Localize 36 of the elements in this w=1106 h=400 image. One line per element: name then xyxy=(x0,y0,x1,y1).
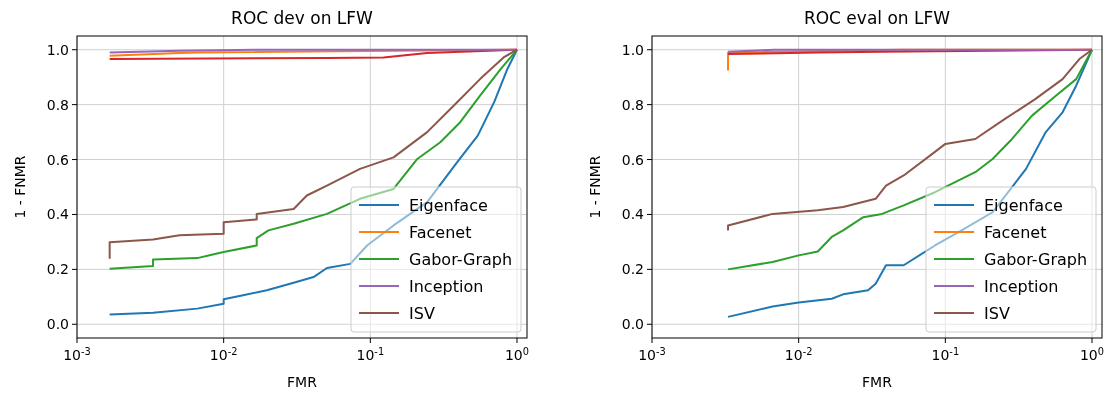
x-tick-label: 10$^{-3}$ xyxy=(63,345,91,363)
legend-label: Facenet xyxy=(409,223,472,242)
y-axis-title: 1 - FNMR xyxy=(12,155,28,219)
y-tick-label: 0.0 xyxy=(621,316,644,333)
x-tick-label: 10$^{-3}$ xyxy=(638,345,666,363)
y-tick-label: 0.0 xyxy=(46,316,69,333)
x-tick-label: 10$^{-2}$ xyxy=(784,345,813,363)
y-tick-label: 0.4 xyxy=(621,206,645,223)
legend-label: ISV xyxy=(984,304,1010,323)
x-tick-label: 10$^{0}$ xyxy=(504,345,530,363)
chart-title: ROC eval on LFW xyxy=(803,8,951,28)
legend-label: Facenet xyxy=(984,223,1047,242)
x-axis-title: FMR xyxy=(287,374,318,390)
x-tick-label: 10$^{-1}$ xyxy=(931,345,960,363)
y-tick-label: 0.6 xyxy=(46,151,70,168)
x-tick-label: 10$^{-2}$ xyxy=(209,345,238,363)
legend-label: Eigenface xyxy=(984,196,1063,215)
y-tick-label: 0.6 xyxy=(621,151,645,168)
y-tick-label: 0.8 xyxy=(46,96,69,113)
legend-label: Inception xyxy=(984,277,1059,296)
y-tick-label: 0.4 xyxy=(46,206,70,223)
legend-label: Eigenface xyxy=(409,196,488,215)
y-axis-title: 1 - FNMR xyxy=(587,155,603,219)
legend-label: Inception xyxy=(409,277,484,296)
y-tick-label: 0.2 xyxy=(621,261,644,278)
x-axis-title: FMR xyxy=(862,374,893,390)
legend-label: Gabor-Graph xyxy=(984,250,1088,269)
x-tick-label: 10$^{-1}$ xyxy=(356,345,385,363)
y-tick-label: 1.0 xyxy=(621,41,644,58)
y-tick-label: 0.2 xyxy=(46,261,69,278)
chart-title: ROC dev on LFW xyxy=(231,8,374,28)
y-tick-label: 1.0 xyxy=(46,41,69,58)
legend-label: Gabor-Graph xyxy=(409,250,513,269)
x-tick-label: 10$^{0}$ xyxy=(1079,345,1105,363)
y-tick-label: 0.8 xyxy=(621,96,644,113)
legend-label: ISV xyxy=(409,304,435,323)
